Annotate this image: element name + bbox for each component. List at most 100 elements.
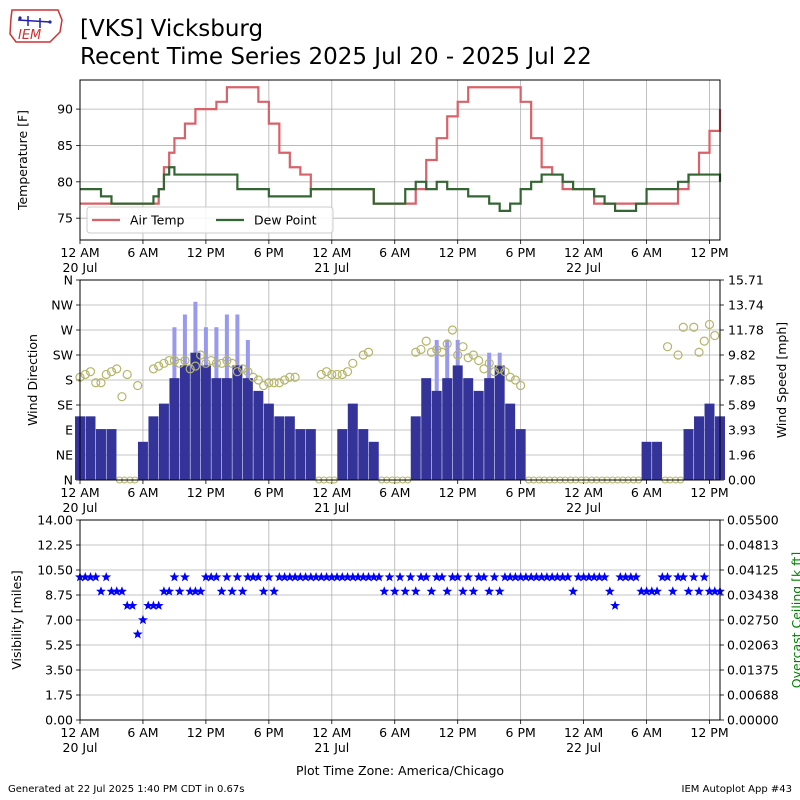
- wind-direction-point: [710, 330, 720, 341]
- visibility-point: [510, 571, 521, 582]
- wind-direction-point: [159, 358, 169, 368]
- wind-speed-bar: [452, 365, 463, 480]
- x-date-label: 22 Jul: [566, 260, 601, 275]
- wind-direction-point: [264, 378, 274, 388]
- visibility-point: [117, 586, 127, 596]
- x-tick-label: 12 AM: [312, 725, 351, 740]
- wind-speed-bar: [641, 441, 652, 480]
- visibility-point: [122, 600, 133, 610]
- visibility-point: [143, 600, 154, 610]
- wind-direction-point: [122, 369, 132, 380]
- wind-direction-point: [489, 367, 500, 377]
- visibility-point: [153, 600, 164, 610]
- direction-tick-label: E: [65, 423, 73, 438]
- wind-speed-bar: [484, 378, 495, 480]
- visibility-point: [326, 571, 337, 582]
- visibility-point: [200, 571, 211, 582]
- visibility-point: [305, 571, 316, 582]
- wind-direction-point: [180, 355, 190, 366]
- wind-speed-bar: [179, 365, 190, 480]
- visibility-point: [678, 571, 689, 582]
- visibility-point: [520, 571, 531, 582]
- wind-direction-point: [327, 369, 337, 380]
- dew-point-line: [80, 166, 722, 213]
- visibility-tick-label: 7.00: [45, 613, 73, 628]
- x-date-label: 22 Jul: [566, 740, 601, 755]
- x-tick-label: 6 AM: [127, 485, 158, 500]
- wind-direction-point: [106, 367, 117, 377]
- wind-direction-point: [148, 364, 159, 374]
- visibility-point: [279, 571, 290, 582]
- x-tick-label: 6 AM: [379, 485, 410, 500]
- visibility-point: [211, 571, 222, 582]
- visibility-point: [321, 571, 332, 582]
- visibility-point: [384, 571, 395, 582]
- direction-tick-label: NE: [56, 448, 73, 463]
- visibility-point: [688, 571, 699, 582]
- visibility-point: [185, 586, 196, 596]
- x-date-label: 20 Jul: [63, 740, 98, 755]
- x-tick-label: 6 PM: [506, 725, 536, 740]
- wind-direction-point: [516, 380, 526, 391]
- visibility-point: [132, 629, 143, 639]
- visibility-tick-label: 14.00: [37, 513, 73, 528]
- visibility-point: [468, 586, 479, 596]
- visibility-point: [138, 614, 148, 625]
- visibility-point: [641, 586, 652, 596]
- wind-direction-point: [232, 367, 242, 377]
- wind-direction-point: [253, 375, 263, 385]
- wind-direction-point: [358, 350, 368, 360]
- visibility-point: [615, 571, 626, 582]
- wind-direction-point: [342, 367, 353, 377]
- wind-direction-point: [411, 347, 421, 357]
- plot-frame: [79, 519, 721, 721]
- x-tick-label: 6 PM: [254, 725, 284, 740]
- ceiling-tick-label: 0.03438: [727, 588, 779, 603]
- visibility-point: [358, 571, 369, 582]
- visibility-point: [300, 571, 311, 582]
- visibility-point: [174, 586, 185, 596]
- wind-speed-bar: [263, 403, 274, 480]
- visibility-point: [405, 571, 416, 582]
- x-tick-label: 6 PM: [254, 245, 284, 260]
- visibility-point: [106, 586, 117, 596]
- visibility-point: [410, 586, 421, 596]
- y-tick-label: 90: [57, 102, 73, 117]
- wind-speed-bar: [242, 378, 253, 480]
- wind-direction-point: [169, 355, 180, 366]
- wind-speed-bar: [211, 378, 222, 480]
- y-tick-label: 80: [57, 174, 73, 189]
- ceiling-tick-label: 0.00000: [727, 713, 779, 728]
- wind-direction-point: [332, 369, 342, 380]
- wind-direction-point: [91, 378, 101, 388]
- wind-direction-point: [463, 353, 473, 363]
- wind-direction-point: [442, 339, 452, 349]
- visibility-point: [164, 586, 175, 596]
- wind-direction-point: [468, 350, 479, 360]
- y-tick-label: 85: [57, 138, 73, 153]
- wind-speed-bar: [410, 416, 421, 480]
- wind-direction-point: [484, 358, 494, 368]
- x-tick-label: 12 PM: [439, 485, 477, 500]
- wind-speed-bar: [358, 429, 369, 480]
- visibility-point: [353, 571, 363, 582]
- x-date-label: 20 Jul: [63, 260, 98, 275]
- x-tick-label: 12 AM: [60, 245, 99, 260]
- wind-speed-bar: [704, 403, 715, 480]
- direction-tick-label: S: [65, 373, 73, 388]
- wind-speed-bar: [169, 378, 180, 480]
- speed-tick-label: 5.89: [728, 398, 756, 413]
- wind-speed-bar: [200, 365, 211, 480]
- wind-speed-bar: [421, 378, 432, 480]
- plot-frame: [79, 79, 721, 241]
- x-tick-label: 6 PM: [506, 485, 536, 500]
- wind-direction-point: [117, 392, 127, 402]
- wind-speed-bar: [284, 416, 295, 480]
- wind-direction-point: [227, 358, 237, 368]
- wind-speed-bar: [347, 403, 358, 480]
- wind-direction-point: [248, 372, 258, 382]
- legend-box: [86, 206, 334, 234]
- x-tick-label: 6 PM: [254, 485, 284, 500]
- x-tick-label: 6 PM: [506, 245, 536, 260]
- visibility-point: [111, 586, 122, 596]
